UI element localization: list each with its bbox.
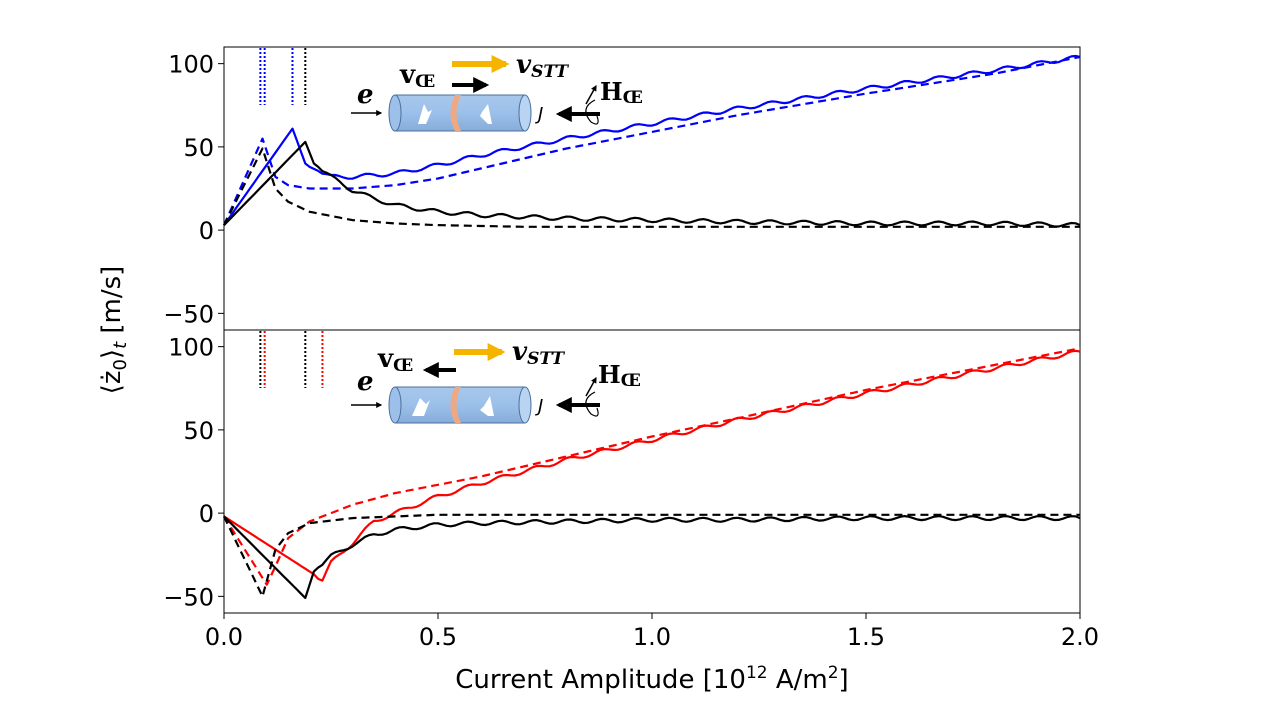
top-inset-cylinder-left-cap (388, 94, 402, 132)
bottom-inset-rotation-arrow-icon (585, 376, 597, 397)
top-inset-rotation-arrow-icon (585, 84, 597, 105)
top-inset-domain-wall (450, 95, 461, 131)
bottom-inset-cylinder-right-cap (518, 386, 532, 424)
series-line-bottom-1 (223, 347, 1081, 586)
top-inset-spin-left (418, 104, 432, 124)
x-tick-label: 2.0 (1061, 623, 1099, 651)
series-line-bottom-3 (223, 513, 1080, 598)
top-inset-rotation-icon (585, 99, 599, 125)
top-inset-cylinder-body (394, 94, 526, 132)
y-tick-label-bottom: 50 (183, 417, 214, 445)
bottom-inset-cylinder-left-cap (388, 386, 402, 424)
x-tick-label: 1.5 (847, 623, 885, 651)
y-tick-label-top: 100 (168, 51, 214, 79)
series-line-top-3 (223, 147, 1080, 228)
bottom-inset-schematic: e vŒ vSTT J HŒ (351, 337, 641, 424)
y-tick-label-top: 50 (183, 134, 214, 162)
y-tick-label-top: −50 (163, 300, 214, 328)
top-inset-e-label: e (357, 80, 374, 110)
series-line-top-2 (223, 140, 1081, 228)
top-inset-vstt-label: vSTT (516, 50, 569, 82)
top-inset-schematic: e vŒ vSTT J HŒ (351, 50, 643, 132)
bottom-inset-vstt-label: vSTT (512, 337, 565, 369)
x-tick-label: 0.5 (419, 623, 457, 651)
axis-ticks: −50 0 50 100 −50 0 50 100 0.0 0.5 1.0 1.5 2.0 (163, 51, 1099, 651)
top-inset-hce-label: HŒ (600, 77, 643, 108)
series-line-top-1 (222, 55, 1081, 226)
series-line-bottom-2 (223, 514, 1081, 600)
y-tick-label-bottom: 0 (199, 500, 214, 528)
top-plot-area (222, 48, 1081, 228)
bottom-inset-hce-label: HŒ (598, 360, 641, 391)
y-axis-label: ⟨ż0⟩t [m/s] (97, 266, 131, 395)
bottom-plot-area (223, 331, 1081, 600)
bottom-inset-rotation-icon (585, 391, 599, 417)
x-tick-label: 1.0 (633, 623, 671, 651)
bottom-inset-spin-left (412, 398, 430, 416)
bottom-inset-j-label: J (535, 396, 543, 417)
y-tick-label-bottom: 100 (168, 334, 214, 362)
top-inset-spin-right (480, 104, 492, 124)
bottom-inset-spin-right (480, 396, 494, 416)
bottom-inset-cylinder-body (394, 386, 526, 424)
series-line-bottom-0 (223, 349, 1081, 582)
x-tick-label: 0.0 (205, 623, 243, 651)
top-inset-cylinder-right-cap (518, 94, 532, 132)
series-line-top-0 (223, 54, 1081, 226)
bottom-inset-domain-wall (450, 387, 461, 423)
top-inset-j-label: J (535, 104, 543, 125)
top-inset-vce-label: vŒ (399, 60, 435, 92)
x-axis-label: Current Amplitude [1012 A/m2] (455, 663, 848, 695)
y-tick-label-top: 0 (199, 217, 214, 245)
bottom-panel-frame (223, 329, 1081, 614)
bottom-inset-vce-label: vŒ (377, 344, 413, 376)
y-tick-label-bottom: −50 (163, 583, 214, 611)
bottom-inset-e-label: e (357, 367, 374, 397)
